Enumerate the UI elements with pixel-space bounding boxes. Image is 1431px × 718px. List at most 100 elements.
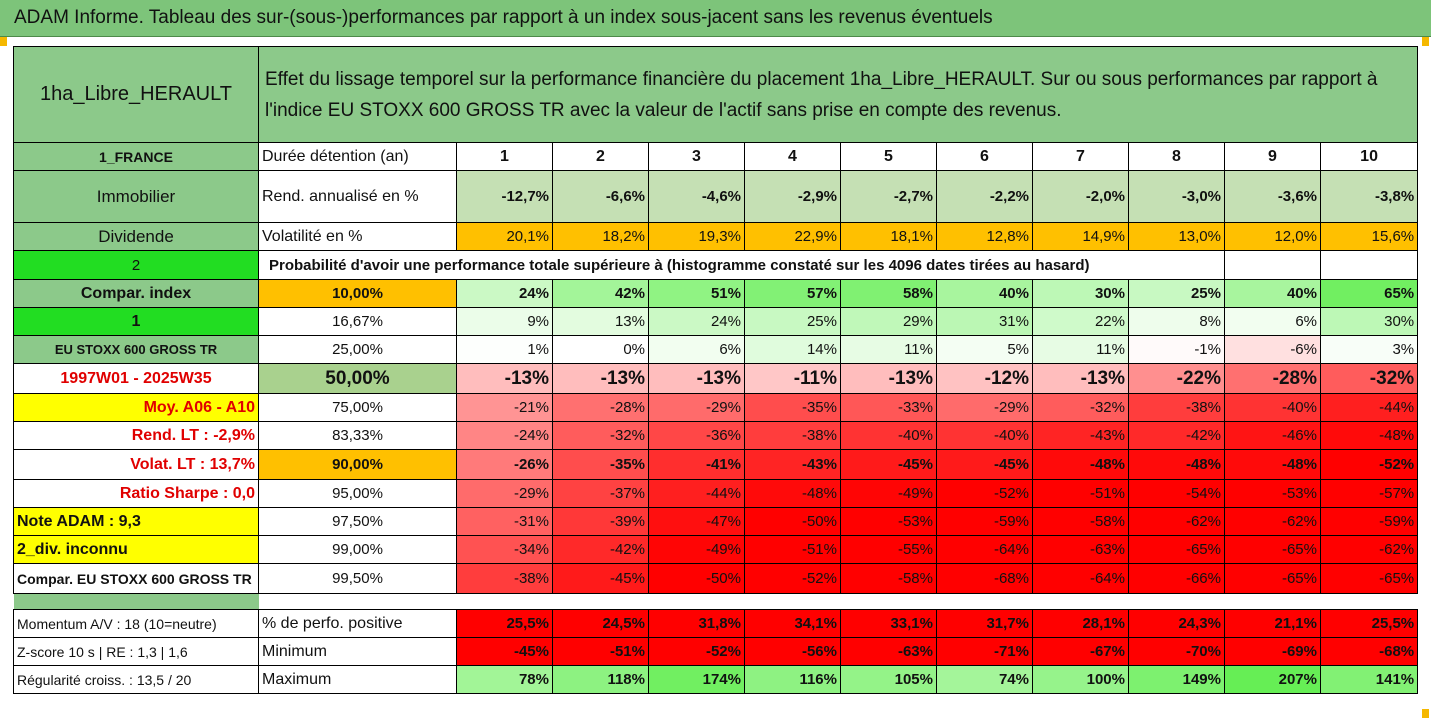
title-bar: ADAM Informe. Tableau des sur-(sous-)per… [0, 0, 1431, 37]
stat-cell: 149% [1128, 665, 1225, 694]
percentile-cell: -62% [1224, 507, 1321, 536]
rend-cell: -6,6% [552, 170, 649, 223]
percentile-cell: 8% [1128, 307, 1225, 336]
percentile-cell: -29% [456, 479, 553, 508]
stat-cell: 24,5% [552, 609, 649, 638]
stat-cell: -51% [552, 637, 649, 666]
vol-cell: 12,8% [936, 222, 1033, 251]
percentile-cell: 24% [648, 307, 745, 336]
percentile-cell: -52% [1319, 449, 1419, 480]
stat-cell: 141% [1319, 665, 1419, 694]
percentile-cell: 9% [456, 307, 553, 336]
year-header: 6 [936, 142, 1033, 171]
percentile-cell: -29% [936, 393, 1033, 422]
percentile-cell: 22% [1032, 307, 1129, 336]
year-header: 9 [1224, 142, 1321, 171]
left-label-volat-lt: Volat. LT : 13,7% [13, 449, 259, 480]
stat-cell: 25,5% [1319, 609, 1419, 638]
percentile-cell: -36% [648, 421, 745, 450]
empty-cell [1224, 250, 1321, 280]
percentile-cell: -42% [1128, 421, 1225, 450]
vol-cell: 18,2% [552, 222, 649, 251]
percentile-cell: 11% [1032, 335, 1129, 364]
left-label-note: Note ADAM : 9,3 [13, 507, 259, 536]
percentile-cell: -39% [552, 507, 649, 536]
percentile-label: 50,00% [258, 363, 457, 394]
prob-label: Probabilité d'avoir une performance tota… [258, 250, 1225, 280]
percentile-cell: -65% [1224, 563, 1321, 594]
stat-cell: 78% [456, 665, 553, 694]
percentile-label: 95,00% [258, 479, 457, 508]
stat-cell: 207% [1224, 665, 1321, 694]
percentile-cell: -33% [840, 393, 937, 422]
gap-cell [649, 594, 745, 610]
vol-label: Volatilité en % [258, 222, 457, 251]
percentile-label: 16,67% [258, 307, 457, 336]
stat-left-label: Régularité croiss. : 13,5 / 20 [13, 665, 259, 694]
percentile-cell: 40% [936, 279, 1033, 308]
stat-cell: 25,5% [456, 609, 553, 638]
rend-cell: -3,8% [1319, 170, 1419, 223]
percentile-cell: -54% [1128, 479, 1225, 508]
gap-cell [457, 594, 553, 610]
percentile-cell: 57% [744, 279, 841, 308]
percentile-label: 99,00% [258, 535, 457, 564]
percentile-cell: -32% [1319, 363, 1419, 394]
percentile-cell: -13% [648, 363, 745, 394]
percentile-cell: -46% [1224, 421, 1321, 450]
percentile-cell: 30% [1032, 279, 1129, 308]
vol-cell: 19,3% [648, 222, 745, 251]
vol-cell: 20,1% [456, 222, 553, 251]
year-header: 7 [1032, 142, 1129, 171]
rend-cell: -2,0% [1032, 170, 1129, 223]
gap-cell [1033, 594, 1129, 610]
empty-cell [1319, 250, 1419, 280]
stat-cell: -68% [1319, 637, 1419, 666]
left-label-index-name: EU STOXX 600 GROSS TR [13, 335, 259, 364]
percentile-cell: -51% [744, 535, 841, 564]
stat-cell: 33,1% [840, 609, 937, 638]
percentile-cell: 11% [840, 335, 937, 364]
gap-cell [1129, 594, 1225, 610]
percentile-cell: -48% [1128, 449, 1225, 480]
percentile-cell: -40% [1224, 393, 1321, 422]
stat-cell: -71% [936, 637, 1033, 666]
year-header: 1 [456, 142, 553, 171]
performance-table: 1ha_Libre_HERAULT Effet du lissage tempor… [13, 46, 1419, 694]
percentile-cell: -68% [936, 563, 1033, 594]
percentile-cell: -28% [552, 393, 649, 422]
percentile-cell: -12% [936, 363, 1033, 394]
stat-cell: -70% [1128, 637, 1225, 666]
left-label-compar-name: Compar. EU STOXX 600 GROSS TR [13, 563, 259, 594]
report-title: ADAM Informe. Tableau des sur-(sous-)per… [14, 7, 993, 28]
percentile-cell: -55% [840, 535, 937, 564]
rend-cell: -2,7% [840, 170, 937, 223]
percentile-cell: -6% [1224, 335, 1321, 364]
stat-cell: 21,1% [1224, 609, 1321, 638]
percentile-cell: 31% [936, 307, 1033, 336]
left-label-moy: Moy. A06 - A10 [13, 393, 259, 422]
gap-cell [1321, 594, 1418, 610]
stat-cell: -52% [648, 637, 745, 666]
percentile-cell: -64% [1032, 563, 1129, 594]
stat-cell: 28,1% [1032, 609, 1129, 638]
country-label: 1_FRANCE [13, 142, 259, 171]
percentile-cell: 5% [936, 335, 1033, 364]
percentile-cell: -48% [744, 479, 841, 508]
percentile-cell: 6% [648, 335, 745, 364]
percentile-cell: 42% [552, 279, 649, 308]
stat-cell: 116% [744, 665, 841, 694]
stat-cell: 74% [936, 665, 1033, 694]
percentile-cell: -45% [840, 449, 937, 480]
percentile-cell: -43% [744, 449, 841, 480]
dividend-label: Dividende [13, 222, 259, 251]
percentile-cell: 25% [1128, 279, 1225, 308]
corner-marker [0, 37, 7, 46]
stat-cell: 34,1% [744, 609, 841, 638]
percentile-cell: 29% [840, 307, 937, 336]
percentile-cell: -45% [936, 449, 1033, 480]
percentile-cell: -11% [744, 363, 841, 394]
rend-cell: -3,0% [1128, 170, 1225, 223]
percentile-cell: -24% [456, 421, 553, 450]
stat-cell: 31,7% [936, 609, 1033, 638]
